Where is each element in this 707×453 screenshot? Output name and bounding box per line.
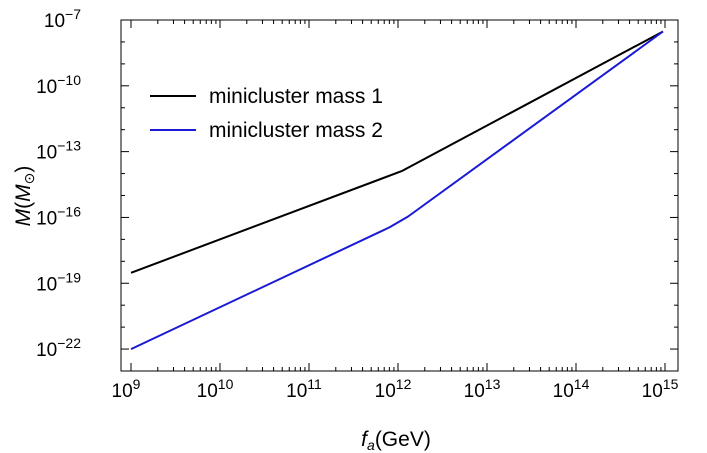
x-tick-label: 1010 — [197, 376, 234, 402]
y-axis-title: M(M⊙) — [12, 166, 37, 227]
legend: minicluster mass 1 minicluster mass 2 — [150, 85, 383, 142]
series-layer — [130, 30, 664, 351]
series-line-2 — [130, 30, 664, 351]
y-tick-label: 10−16 — [36, 203, 81, 229]
x-tick-label: 1011 — [286, 376, 322, 402]
tick-marks — [121, 19, 678, 372]
y-tick-labels: 10−22 10−19 10−16 10−13 10−10 10−7 — [36, 6, 81, 361]
series-line-1 — [130, 30, 664, 274]
x-tick-label: 1013 — [464, 376, 501, 402]
y-tick-label: 10−7 — [44, 6, 81, 32]
y-tick-label: 10−22 — [36, 335, 81, 361]
x-tick-labels: 109 1010 1011 1012 1013 1014 1015 — [112, 376, 679, 402]
x-tick-label: 109 — [112, 376, 141, 402]
x-tick-label: 1014 — [553, 376, 590, 402]
x-tick-label: 1012 — [375, 376, 412, 402]
legend-label-2: minicluster mass 2 — [209, 119, 383, 142]
y-tick-label: 10−19 — [36, 269, 81, 295]
y-tick-label: 10−10 — [36, 72, 81, 98]
x-axis-title: fa(GeV) — [361, 428, 431, 453]
y-tick-label: 10−13 — [36, 138, 81, 164]
plot-frame — [120, 19, 679, 372]
legend-label-1: minicluster mass 1 — [209, 85, 383, 108]
x-tick-label: 1015 — [642, 376, 679, 402]
